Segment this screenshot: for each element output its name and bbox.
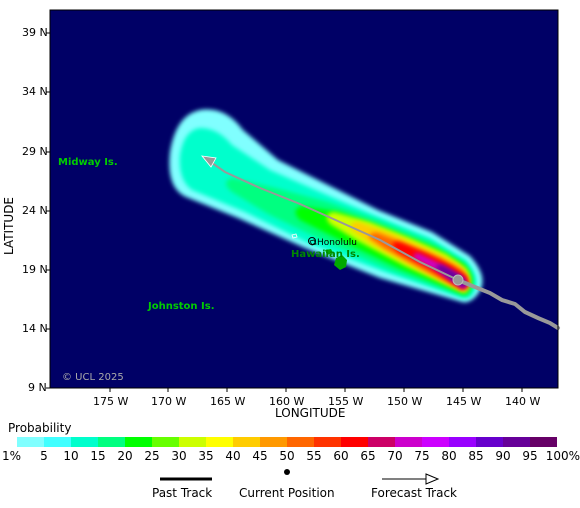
colorbar-label: 70 bbox=[387, 449, 403, 463]
lat-tick-label: 29 N bbox=[22, 145, 48, 158]
island-maui bbox=[325, 249, 333, 255]
colorbar-swatch bbox=[449, 437, 476, 447]
colorbar-label: 45 bbox=[252, 449, 268, 463]
colorbar-swatch bbox=[98, 437, 125, 447]
colorbar-swatch bbox=[395, 437, 422, 447]
colorbar-label: 90 bbox=[495, 449, 511, 463]
colorbar-swatch bbox=[260, 437, 287, 447]
midway-label: Midway Is. bbox=[58, 157, 118, 168]
colorbar-swatch bbox=[206, 437, 233, 447]
lon-tick-label: 175 W bbox=[93, 395, 129, 408]
copyright-label: © UCL 2025 bbox=[62, 372, 124, 383]
colorbar-label: 50 bbox=[279, 449, 295, 463]
colorbar-swatch bbox=[17, 437, 44, 447]
johnston-label: Johnston Is. bbox=[148, 301, 215, 312]
lat-tick-label: 24 N bbox=[22, 204, 48, 217]
colorbar-label: 15 bbox=[90, 449, 106, 463]
lon-tick-label: 165 W bbox=[210, 395, 246, 408]
colorbar-swatch bbox=[71, 437, 98, 447]
lon-tick-label: 140 W bbox=[505, 395, 541, 408]
colorbar-label: 65 bbox=[360, 449, 376, 463]
map-frame bbox=[46, 9, 559, 392]
colorbar-label: 55 bbox=[306, 449, 322, 463]
colorbar-swatch bbox=[44, 437, 71, 447]
current-position-label: Current Position bbox=[239, 486, 335, 500]
lat-tick-label: 34 N bbox=[22, 85, 48, 98]
honolulu-text: Honolulu bbox=[317, 238, 357, 248]
forecast-arrow-head bbox=[201, 155, 217, 168]
colorbar-label: 85 bbox=[468, 449, 484, 463]
colorbar-label: 1% bbox=[2, 449, 22, 463]
colorbar-label: 20 bbox=[117, 449, 133, 463]
legend-title: Probability bbox=[8, 421, 72, 435]
colorbar-label: 80 bbox=[441, 449, 457, 463]
colorbar-label: 35 bbox=[198, 449, 214, 463]
past-track-label: Past Track bbox=[152, 486, 213, 500]
hawaiian-label: Hawaiian Is. bbox=[291, 249, 360, 260]
current-position-marker bbox=[452, 274, 464, 286]
colorbar-swatch bbox=[179, 437, 206, 447]
honolulu-marker-icon bbox=[308, 237, 316, 245]
colorbar-swatch bbox=[233, 437, 260, 447]
lon-tick-label: 150 W bbox=[387, 395, 423, 408]
track-legend-symbols bbox=[160, 469, 440, 485]
colorbar-label: 60 bbox=[333, 449, 349, 463]
lon-tick-label: 160 W bbox=[269, 395, 305, 408]
colorbar-label: 95 bbox=[522, 449, 538, 463]
island-kauai bbox=[291, 233, 298, 239]
lat-tick-label: 19 N bbox=[22, 263, 48, 276]
y-axis-label: LATITUDE bbox=[2, 196, 16, 256]
colorbar-swatch bbox=[368, 437, 395, 447]
probability-colorbar bbox=[17, 437, 557, 447]
current-position-symbol bbox=[284, 469, 290, 475]
colorbar-label: 10 bbox=[63, 449, 79, 463]
colorbar-swatch bbox=[125, 437, 152, 447]
colorbar-swatch bbox=[341, 437, 368, 447]
probability-colorbar-labels: 1% 5 10 15 20 25 30 35 40 45 50 55 60 65 70 75 80 85 90 95 1… bbox=[0, 449, 580, 463]
colorbar-label: 5 bbox=[40, 449, 48, 463]
colorbar-swatch bbox=[152, 437, 179, 447]
colorbar-label: 30 bbox=[171, 449, 187, 463]
lat-tick-label: 9 N bbox=[28, 381, 47, 394]
colorbar-swatch bbox=[476, 437, 503, 447]
lat-tick-label: 14 N bbox=[22, 322, 48, 335]
lon-tick-label: 145 W bbox=[446, 395, 482, 408]
forecast-track-line bbox=[204, 157, 459, 281]
forecast-track-label: Forecast Track bbox=[371, 486, 457, 500]
lon-tick-label: 155 W bbox=[328, 395, 364, 408]
honolulu-label: Honolulu bbox=[308, 237, 357, 248]
colorbar-swatch bbox=[314, 437, 341, 447]
colorbar-label: 40 bbox=[225, 449, 241, 463]
colorbar-swatch bbox=[287, 437, 314, 447]
lat-tick-label: 39 N bbox=[22, 26, 48, 39]
colorbar-label: 75 bbox=[414, 449, 430, 463]
forecast-arrow-symbol bbox=[425, 473, 440, 485]
past-track-line bbox=[456, 278, 560, 330]
colorbar-swatch bbox=[422, 437, 449, 447]
x-axis-label: LONGITUDE bbox=[275, 406, 346, 420]
colorbar-label: 100% bbox=[545, 449, 580, 463]
colorbar-swatch bbox=[530, 437, 557, 447]
colorbar-swatch bbox=[503, 437, 530, 447]
colorbar-label: 25 bbox=[144, 449, 160, 463]
lon-tick-label: 170 W bbox=[151, 395, 187, 408]
island-big-island bbox=[334, 255, 347, 270]
